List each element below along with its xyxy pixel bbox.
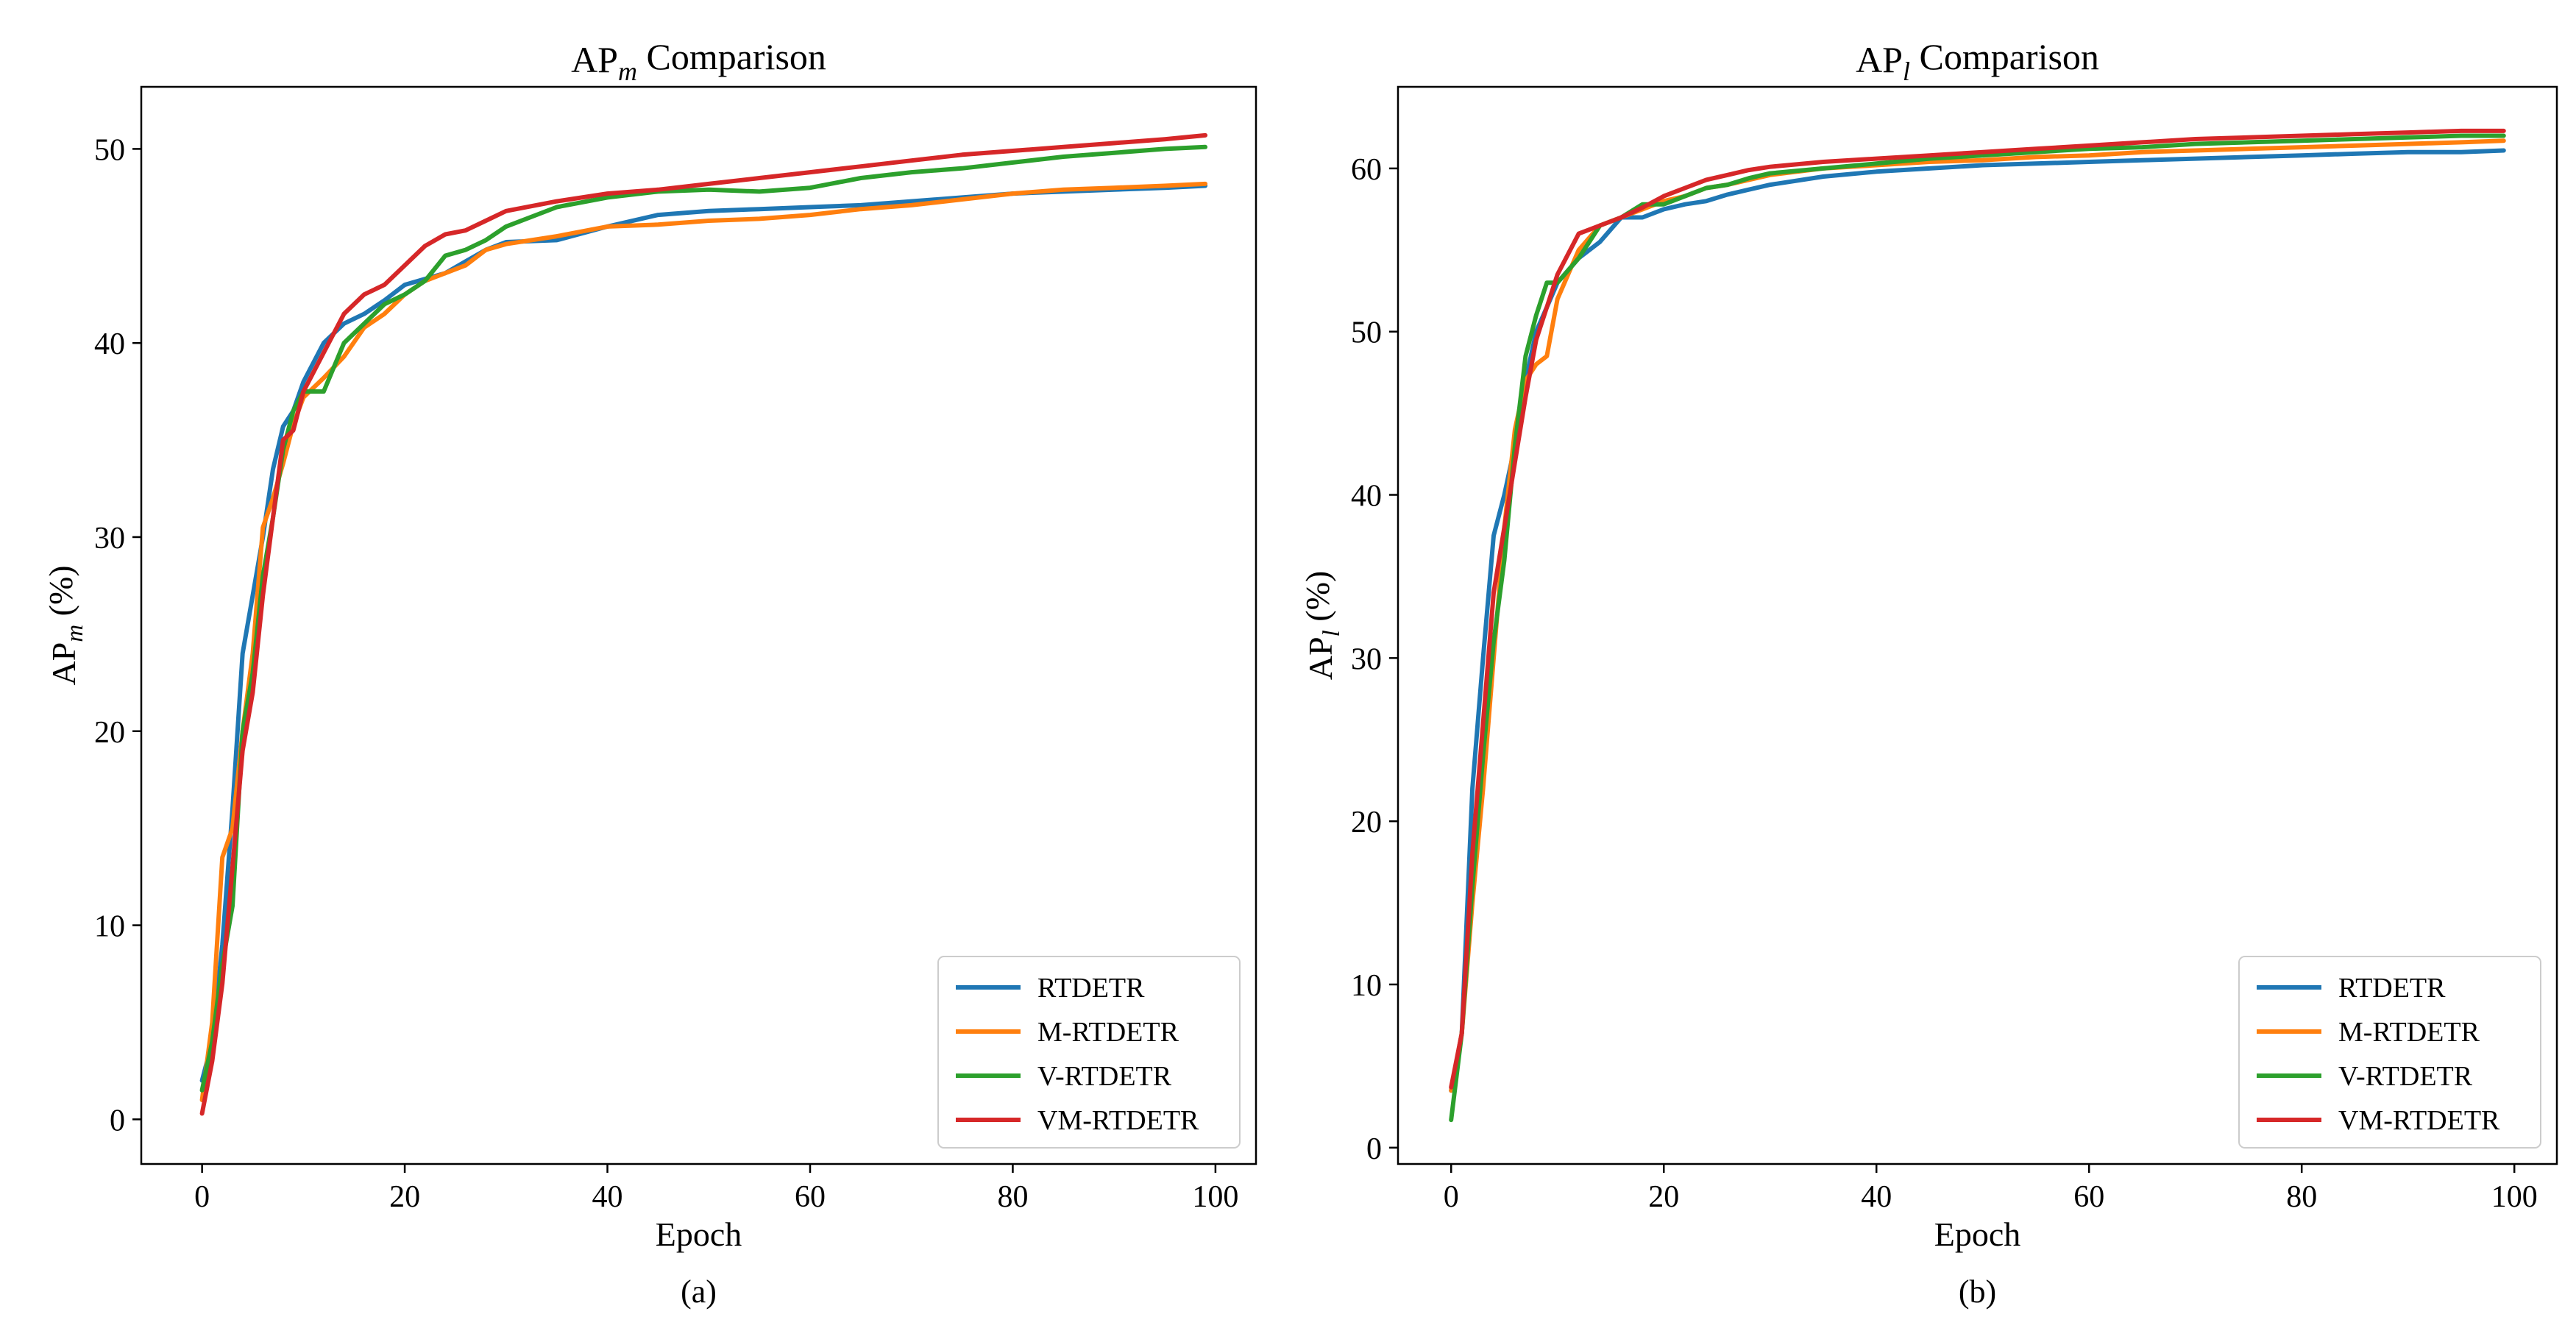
series-line-vm-rtdetr bbox=[199, 132, 1208, 1116]
figure-caption: (a) bbox=[681, 1274, 717, 1310]
x-tick-label: 80 bbox=[2286, 1180, 2317, 1214]
legend-label: M-RTDETR bbox=[2338, 1017, 2480, 1048]
series-lines bbox=[199, 132, 1208, 1116]
legend-label: VM-RTDETR bbox=[2338, 1105, 2500, 1136]
legend-box bbox=[2238, 956, 2541, 1149]
y-tick-label: 50 bbox=[1351, 316, 1382, 350]
y-tick-label: 30 bbox=[1351, 642, 1382, 676]
y-tick-label: 60 bbox=[1351, 153, 1382, 187]
legend-label: V-RTDETR bbox=[2338, 1061, 2473, 1092]
series-line-m-rtdetr bbox=[199, 181, 1208, 1102]
y-tick-label: 40 bbox=[94, 327, 125, 361]
chart-panel-b: 0 20 40 60 80 100 0 10 20 30 40 50 60 APl Comparison E… bbox=[1299, 36, 2558, 1310]
y-axis-label: APl (%) bbox=[1299, 571, 1345, 680]
x-tick-label: 0 bbox=[194, 1180, 210, 1214]
chart-panel-a: 0 20 40 60 80 100 0 10 20 30 40 50 APm Comparison Epo… bbox=[42, 36, 1257, 1310]
x-axis-label: Epoch bbox=[1934, 1215, 2021, 1253]
series-line-v-rtdetr bbox=[199, 144, 1208, 1093]
legend-label: V-RTDETR bbox=[1037, 1061, 1172, 1092]
y-tick-label: 40 bbox=[1351, 480, 1382, 514]
x-tick-label: 40 bbox=[592, 1180, 623, 1214]
y-tick-label: 30 bbox=[94, 522, 125, 556]
legend-label: M-RTDETR bbox=[1037, 1017, 1179, 1048]
x-tick-label: 100 bbox=[2491, 1180, 2538, 1214]
y-tick-label: 0 bbox=[110, 1104, 125, 1137]
x-tick-label: 20 bbox=[1648, 1180, 1679, 1214]
plot-frame bbox=[1397, 85, 2558, 1165]
series-line-rtdetr bbox=[1449, 148, 2506, 1093]
x-axis-label: Epoch bbox=[656, 1215, 742, 1253]
x-tick-label: 40 bbox=[1861, 1180, 1892, 1214]
series-lines bbox=[1449, 128, 2506, 1123]
y-tick-label: 20 bbox=[94, 716, 125, 750]
x-tick-label: 60 bbox=[2073, 1180, 2104, 1214]
legend-label: RTDETR bbox=[2338, 973, 2446, 1004]
legend-label: RTDETR bbox=[1037, 973, 1145, 1004]
x-tick-label: 20 bbox=[389, 1180, 420, 1214]
x-tick-label: 80 bbox=[997, 1180, 1028, 1214]
y-tick-label: 20 bbox=[1351, 806, 1382, 840]
series-line-m-rtdetr bbox=[1449, 138, 2506, 1093]
y-tick-label: 10 bbox=[1351, 969, 1382, 1003]
x-tick-label: 60 bbox=[795, 1180, 826, 1214]
x-tick-label: 100 bbox=[1192, 1180, 1238, 1214]
series-line-vm-rtdetr bbox=[1449, 128, 2506, 1090]
x-tick-label: 0 bbox=[1444, 1180, 1459, 1214]
y-tick-label: 10 bbox=[94, 910, 125, 944]
y-axis-label: APm (%) bbox=[42, 565, 88, 685]
y-tick-label: 0 bbox=[1366, 1132, 1382, 1166]
legend: RTDETR M-RTDETR V-RTDETR VM-RTDETR bbox=[2238, 956, 2541, 1149]
figure-caption: (b) bbox=[1959, 1274, 1996, 1310]
chart-title: APl Comparison bbox=[1856, 36, 2099, 86]
series-line-rtdetr bbox=[199, 183, 1208, 1083]
chart-title: APm Comparison bbox=[571, 36, 826, 86]
plot-frame bbox=[140, 85, 1257, 1165]
legend-label: VM-RTDETR bbox=[1037, 1105, 1199, 1136]
legend-box bbox=[937, 956, 1241, 1149]
legend: RTDETR M-RTDETR V-RTDETR VM-RTDETR bbox=[937, 956, 1241, 1149]
y-tick-label: 50 bbox=[94, 133, 125, 167]
